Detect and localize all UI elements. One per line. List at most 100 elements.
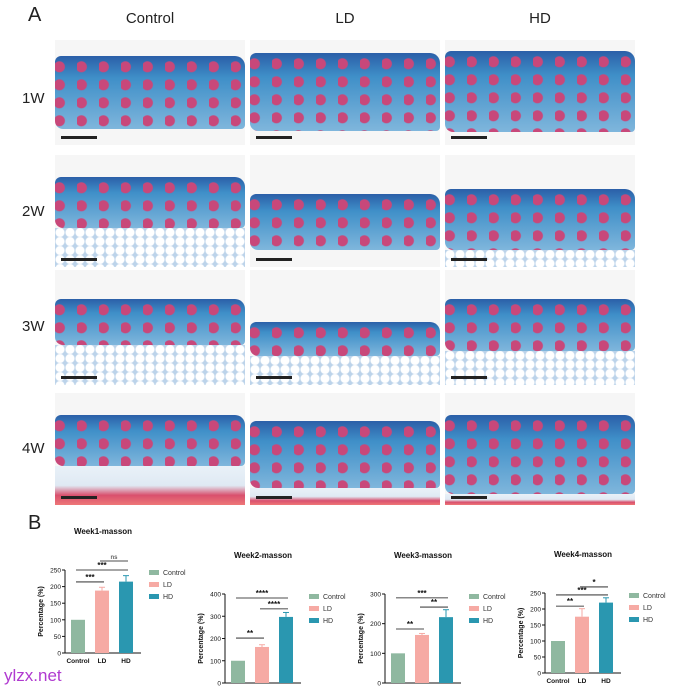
legend-swatch-hd — [309, 618, 319, 623]
y-tick-label: 300 — [370, 592, 381, 599]
scale-bar — [451, 136, 487, 139]
row-header-4w: 4W — [22, 440, 45, 457]
tissue-section — [250, 321, 440, 357]
x-tick-label: HD — [601, 678, 611, 685]
column-header-hd: HD — [529, 10, 551, 27]
histology-image-2w-control — [55, 155, 245, 267]
y-tick-label: 200 — [210, 636, 221, 643]
legend-label-hd: HD — [323, 618, 333, 625]
bar-chart-3: Week3-masson Percentage (%) 0 100 200 300 Cont… — [345, 545, 510, 687]
chart-title: Week2-masson — [234, 551, 292, 560]
legend-label-ld: LD — [163, 582, 172, 589]
scale-bar — [256, 376, 292, 379]
legend-label-control: Control — [163, 570, 186, 577]
legend-swatch-hd — [469, 618, 479, 623]
significance-label: *** — [85, 573, 95, 582]
bar-hd — [599, 602, 613, 673]
histology-image-4w-hd — [445, 393, 635, 505]
panel-b-label: B — [28, 512, 42, 534]
histology-image-4w-control — [55, 393, 245, 505]
histology-image-2w-hd — [445, 155, 635, 267]
chart-title: Week1-masson — [74, 527, 132, 536]
x-tick-label: Control — [66, 658, 89, 665]
bar-ld — [415, 634, 429, 683]
histology-image-1w-ld — [250, 40, 440, 145]
row-header-2w: 2W — [22, 203, 45, 220]
panel-a-label: A — [28, 4, 42, 26]
y-tick-label: 0 — [377, 681, 381, 687]
bar-ld — [95, 590, 109, 653]
histology-image-1w-hd — [445, 40, 635, 145]
subcutaneous-tissue — [250, 356, 440, 385]
significance-label: ns — [110, 555, 118, 561]
y-tick-label: 100 — [50, 617, 61, 624]
tissue-section — [445, 50, 635, 133]
tissue-section — [250, 52, 440, 132]
legend-label-hd: HD — [163, 594, 173, 601]
bar-control — [551, 641, 565, 673]
scale-bar — [451, 496, 487, 499]
scale-bar — [61, 258, 97, 261]
y-tick-label: 250 — [50, 568, 61, 575]
significance-label: ** — [407, 620, 414, 629]
y-tick-label: 0 — [537, 671, 541, 678]
scale-bar — [61, 136, 97, 139]
significance-label: ** — [431, 598, 438, 607]
legend-swatch-control — [149, 570, 159, 575]
bar-chart-4: Week4-masson Percentage (%) 0 50 100 150 200 25… — [505, 545, 670, 687]
bar-ld — [255, 646, 269, 683]
tissue-section — [55, 55, 245, 130]
legend-label-control: Control — [323, 594, 346, 601]
y-tick-label: 400 — [210, 592, 221, 599]
bar-chart-2: Week2-masson Percentage (%) 0 100 200 300 400 C… — [185, 545, 350, 687]
column-header-ld: LD — [335, 10, 355, 27]
x-tick-label: HD — [121, 658, 131, 665]
column-header-control: Control — [125, 10, 175, 27]
significance-label: *** — [417, 589, 427, 598]
y-tick-label: 200 — [50, 584, 61, 591]
bar-ld — [575, 616, 589, 673]
x-tick-label: LD — [578, 678, 587, 685]
chart-title: Week3-masson — [394, 551, 452, 560]
x-tick-label: LD — [98, 658, 107, 665]
subcutaneous-tissue — [445, 493, 635, 505]
significance-label: *** — [97, 561, 107, 570]
y-axis-label: Percentage (%) — [518, 608, 525, 659]
histology-image-4w-ld — [250, 393, 440, 505]
subcutaneous-tissue — [445, 350, 635, 385]
x-tick-label: Control — [546, 678, 569, 685]
scale-bar — [256, 136, 292, 139]
legend-swatch-ld — [629, 605, 639, 610]
histology-image-1w-control — [55, 40, 245, 145]
legend-swatch-control — [469, 594, 479, 599]
scale-bar — [256, 496, 292, 499]
legend-label-ld: LD — [483, 606, 492, 613]
y-tick-label: 100 — [370, 651, 381, 658]
legend-swatch-ld — [149, 582, 159, 587]
y-tick-label: 50 — [534, 655, 542, 662]
significance-label: ** — [567, 597, 574, 606]
significance-label: **** — [268, 600, 281, 609]
y-axis-label: Percentage (%) — [38, 586, 45, 637]
histology-image-3w-hd — [445, 270, 635, 385]
y-tick-label: 200 — [530, 607, 541, 614]
tissue-section — [445, 188, 635, 251]
tissue-section — [445, 298, 635, 351]
subcutaneous-tissue — [55, 465, 245, 505]
subcutaneous-tissue — [250, 488, 440, 505]
bar-control — [71, 619, 85, 653]
chart-title: Week4-masson — [554, 550, 612, 559]
legend-swatch-hd — [629, 617, 639, 622]
bar-chart-1: Week1-masson Percentage (%) 0 50 100 150 200 25… — [25, 520, 190, 675]
row-header-3w: 3W — [22, 318, 45, 335]
legend-label-hd: HD — [483, 618, 493, 625]
y-axis-label: Percentage (%) — [198, 613, 205, 664]
legend-label-control: Control — [643, 593, 666, 600]
y-tick-label: 150 — [50, 601, 61, 608]
y-tick-label: 300 — [210, 614, 221, 621]
legend-label-ld: LD — [323, 606, 332, 613]
legend-label-ld: LD — [643, 605, 652, 612]
bar-hd — [439, 617, 453, 683]
scale-bar — [256, 258, 292, 261]
